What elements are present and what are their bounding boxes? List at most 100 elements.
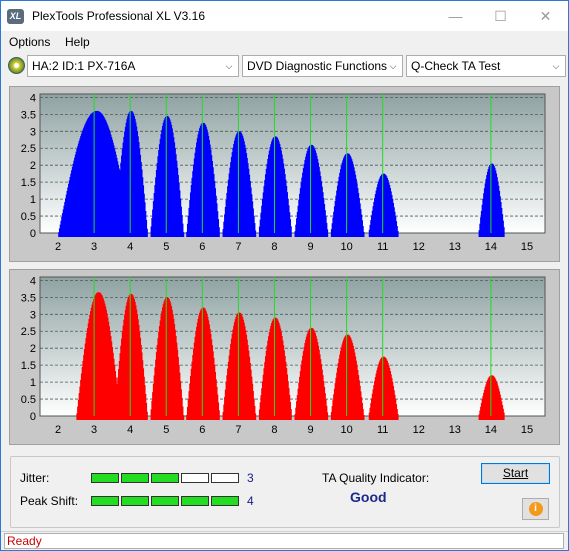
function-select[interactable]: DVD Diagnostic Functions ⌵ [242, 55, 403, 77]
data-bar [254, 230, 257, 237]
bottom-chart-svg: 4 3.5 3 2.5 2 1.5 1 0.5 0 2 3 4 5 6 7 8 9 10 11 12 13 14 15 [21, 275, 546, 436]
close-button[interactable]: ✕ [539, 7, 552, 24]
quality-indicator-value: Good [350, 489, 387, 505]
bottom-chart: 4 3.5 3 2.5 2 1.5 1 0.5 0 2 3 4 5 6 7 8 9 10 11 12 13 14 15 [9, 269, 560, 445]
title-bar[interactable]: XL PlexTools Professional XL V3.16 — ☐ ✕ [1, 1, 568, 31]
x-tick-label: 15 [521, 241, 533, 253]
x-tick-label: 8 [271, 424, 277, 436]
data-bar [146, 228, 148, 237]
x-tick-label: 11 [377, 424, 388, 436]
data-bar [182, 415, 185, 420]
menu-bar: Options Help [1, 32, 568, 52]
x-tick-label: 10 [340, 424, 352, 436]
y-tick-label: 4 [30, 92, 36, 104]
y-tick-label: 1 [30, 194, 36, 206]
data-bar [253, 405, 256, 420]
start-button[interactable]: Start [481, 463, 550, 484]
data-bar [362, 231, 365, 237]
y-tick-label: 0.5 [21, 394, 36, 406]
x-tick-label: 8 [271, 241, 277, 253]
peak-shift-segment [181, 496, 209, 506]
x-tick-label: 4 [127, 241, 133, 253]
disc-drive-icon [8, 57, 25, 74]
x-tick-label: 11 [377, 241, 388, 253]
x-tick-label: 5 [163, 241, 169, 253]
drive-select[interactable]: HA:2 ID:1 PX-716A ⌵ [27, 55, 239, 77]
data-bar [326, 229, 329, 237]
x-tick-label: 5 [163, 424, 169, 436]
peak-shift-segment [121, 496, 149, 506]
x-tick-label: 9 [307, 241, 313, 253]
minimize-button[interactable]: — [448, 8, 463, 24]
test-select[interactable]: Q-Check TA Test ⌵ [406, 55, 566, 77]
y-tick-label: 3 [30, 126, 36, 138]
data-bar [218, 227, 220, 237]
x-tick-label: 15 [521, 424, 533, 436]
x-tick-label: 3 [91, 424, 97, 436]
y-tick-label: 0.5 [21, 211, 36, 223]
function-select-value: DVD Diagnostic Functions [247, 59, 388, 73]
data-bar [145, 402, 148, 420]
x-tick-label: 14 [485, 241, 497, 253]
jitter-segment [181, 473, 209, 483]
data-bar [289, 226, 292, 237]
info-icon: i [528, 502, 543, 516]
x-tick-label: 13 [449, 424, 461, 436]
data-bar [181, 223, 184, 237]
status-text: Ready [7, 534, 42, 548]
data-bar [182, 232, 185, 237]
data-bar [326, 412, 329, 420]
quality-indicator-label: TA Quality Indicator: [322, 471, 430, 485]
x-tick-label: 7 [235, 424, 241, 436]
data-bar [145, 219, 148, 237]
info-button[interactable]: i [522, 498, 549, 520]
x-tick-label: 14 [485, 424, 497, 436]
y-tick-label: 4 [30, 275, 36, 287]
start-button-label: Start [502, 466, 529, 480]
toolbar: HA:2 ID:1 PX-716A ⌵ DVD Diagnostic Funct… [1, 53, 568, 79]
jitter-segment [151, 473, 179, 483]
peak-shift-label: Peak Shift: [20, 494, 79, 508]
x-tick-label: 3 [91, 241, 97, 253]
maximize-button[interactable]: ☐ [494, 7, 507, 24]
y-tick-label: 2.5 [21, 143, 36, 155]
x-tick-label: 13 [449, 241, 461, 253]
data-bar [146, 411, 148, 420]
data-bar [362, 414, 365, 420]
data-bar [502, 227, 505, 237]
y-tick-label: 1.5 [21, 360, 36, 372]
x-tick-label: 9 [307, 424, 313, 436]
jitter-label: Jitter: [20, 471, 50, 485]
y-tick-label: 2 [30, 160, 36, 172]
top-chart: 4 3.5 3 2.5 2 1.5 1 0.5 0 2 3 4 5 6 7 8 9 10 11 12 13 14 15 [9, 86, 560, 262]
y-tick-label: 3.5 [21, 292, 36, 304]
y-tick-label: 1.5 [21, 177, 36, 189]
y-tick-label: 1 [30, 377, 36, 389]
peak-shift-segment [91, 496, 119, 506]
data-bar [181, 406, 184, 420]
results-panel [10, 456, 560, 528]
x-tick-label: 6 [199, 424, 205, 436]
status-bar: Ready [1, 531, 568, 550]
data-bar [502, 412, 505, 420]
data-bar [361, 408, 364, 420]
chevron-down-icon: ⌵ [389, 61, 397, 71]
y-tick-label: 2.5 [21, 326, 36, 338]
top-chart-svg: 4 3.5 3 2.5 2 1.5 1 0.5 0 2 3 4 5 6 7 8 9 10 11 12 13 14 15 [21, 92, 546, 253]
data-bar [396, 413, 399, 420]
x-tick-label: 4 [127, 424, 133, 436]
y-tick-label: 3.5 [21, 109, 36, 121]
data-bar [254, 413, 257, 420]
drive-select-value: HA:2 ID:1 PX-716A [32, 59, 136, 73]
menu-options[interactable]: Options [9, 35, 51, 49]
y-tick-label: 3 [30, 309, 36, 321]
peak-shift-segment [211, 496, 239, 506]
x-tick-label: 12 [413, 241, 425, 253]
x-tick-label: 12 [413, 424, 425, 436]
peak-shift-value: 4 [247, 494, 254, 508]
jitter-segment [121, 473, 149, 483]
menu-help[interactable]: Help [65, 35, 90, 49]
jitter-segment [91, 473, 119, 483]
window-title: PlexTools Professional XL V3.16 [32, 9, 205, 23]
